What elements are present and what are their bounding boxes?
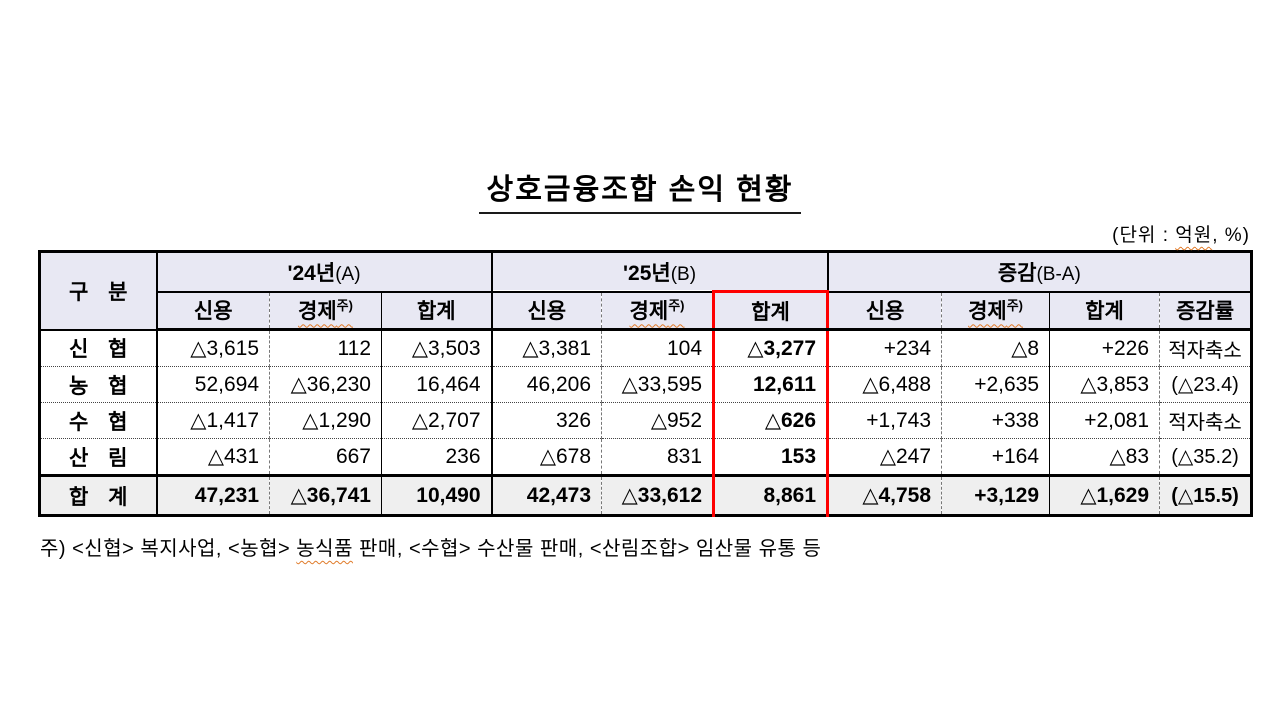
table-row-suhyup: 수 협 △1,417 △1,290 △2,707 326 △952 △626 +… — [39, 402, 1252, 439]
table-row-total: 합 계 47,231 △36,741 10,490 42,473 △33,612… — [39, 474, 1252, 516]
unit-label-suffix: , %) — [1212, 225, 1250, 246]
cell-highlighted: △626 — [712, 402, 830, 439]
cell: △6,488 — [826, 366, 942, 403]
cell-rate: 적자축소 — [1159, 402, 1252, 439]
col-header-economy-25: 경제주) — [601, 291, 714, 331]
cell: 16,464 — [380, 366, 492, 403]
cell: △247 — [826, 438, 942, 476]
cell: +1,743 — [826, 402, 942, 439]
cell: 667 — [269, 438, 382, 476]
cell-rate: 적자축소 — [1159, 329, 1252, 367]
cell: △83 — [1049, 438, 1160, 476]
cell: +338 — [941, 402, 1050, 439]
cell: 42,473 — [490, 474, 602, 516]
cell: △678 — [490, 438, 602, 476]
cell: 831 — [601, 438, 714, 476]
cell: 52,694 — [155, 366, 270, 403]
col-header-change-rate: 증감률 — [1159, 291, 1252, 331]
cell: +2,635 — [941, 366, 1050, 403]
row-label: 수 협 — [39, 402, 157, 439]
cell: △33,595 — [601, 366, 714, 403]
row-label: 농 협 — [39, 366, 157, 403]
table-row-sanlim: 산 림 △431 667 236 △678 831 153 △247 +164 … — [39, 438, 1252, 476]
col-group-change: 증감(B-A) — [826, 251, 1252, 293]
col-header-total-diff: 합계 — [1049, 291, 1160, 331]
cell-highlighted: 12,611 — [712, 366, 830, 403]
cell: △431 — [155, 438, 270, 476]
cell: △3,503 — [380, 329, 492, 367]
cell: +164 — [941, 438, 1050, 476]
cell: 47,231 — [155, 474, 270, 516]
page-title: 상호금융조합 손익 현황 — [478, 166, 802, 214]
cell: △2,707 — [380, 402, 492, 439]
col-header-total-25-highlighted: 합계 — [712, 290, 830, 331]
col-header-credit-25: 신용 — [490, 291, 602, 331]
footnote-part2: 판매, <수협> 수산물 판매, <산림조합> 임산물 유통 등 — [352, 538, 822, 560]
profit-loss-table: 구 분 '24년(A) '25년(B) 증감(B-A) 신용 경제주) 합계 신… — [38, 250, 1254, 517]
cell: +234 — [826, 329, 942, 367]
col-group-year25: '25년(B) — [490, 251, 828, 293]
col-header-economy-24: 경제주) — [269, 291, 382, 331]
col-header-economy-diff: 경제주) — [941, 291, 1050, 331]
cell: △3,381 — [490, 329, 602, 367]
row-label: 합 계 — [39, 474, 157, 516]
col-header-total-24: 합계 — [380, 291, 492, 331]
cell: △952 — [601, 402, 714, 439]
cell: △36,230 — [269, 366, 382, 403]
cell: △1,290 — [269, 402, 382, 439]
unit-label-prefix: (단위 : — [1112, 225, 1176, 246]
row-label: 산 림 — [39, 438, 157, 476]
col-header-category: 구 분 — [39, 251, 157, 331]
cell: 104 — [601, 329, 714, 367]
unit-label: (단위 : 억원, %) — [38, 220, 1250, 247]
footnote: 주) <신협> 복지사업, <농협> 농식품 판매, <수협> 수산물 판매, … — [40, 532, 1280, 561]
footnote-part1: 주) <신협> 복지사업, <농협> — [40, 538, 297, 560]
cell: +3,129 — [941, 474, 1050, 516]
cell: 46,206 — [490, 366, 602, 403]
col-header-credit-diff: 신용 — [826, 291, 942, 331]
cell-highlighted: 153 — [712, 438, 830, 476]
footnote-wavy-word: 농식품 — [296, 538, 353, 560]
cell: △8 — [941, 329, 1050, 367]
title-area: 상호금융조합 손익 현황 — [0, 0, 1280, 214]
cell-rate: (△15.5) — [1159, 474, 1252, 516]
unit-label-wavy-word: 억원 — [1175, 225, 1213, 246]
cell: △33,612 — [601, 474, 714, 516]
cell: △36,741 — [269, 474, 382, 516]
cell: △1,629 — [1049, 474, 1160, 516]
cell: 236 — [380, 438, 492, 476]
cell: 10,490 — [380, 474, 492, 516]
cell: △3,853 — [1049, 366, 1160, 403]
table-row-shinhyup: 신 협 △3,615 112 △3,503 △3,381 104 △3,277 … — [39, 329, 1252, 367]
cell: 112 — [269, 329, 382, 367]
cell: △1,417 — [155, 402, 270, 439]
cell: +2,081 — [1049, 402, 1160, 439]
cell-highlighted: △3,277 — [712, 329, 830, 367]
table-row-nonghyup: 농 협 52,694 △36,230 16,464 46,206 △33,595… — [39, 366, 1252, 403]
cell: 326 — [490, 402, 602, 439]
cell: +226 — [1049, 329, 1160, 367]
cell: △4,758 — [826, 474, 942, 516]
col-group-year24: '24년(A) — [155, 251, 492, 293]
cell-highlighted: 8,861 — [712, 474, 830, 516]
col-header-credit-24: 신용 — [155, 291, 270, 331]
cell-rate: (△35.2) — [1159, 438, 1252, 476]
row-label: 신 협 — [39, 329, 157, 367]
cell: △3,615 — [155, 329, 270, 367]
cell-rate: (△23.4) — [1159, 366, 1252, 403]
